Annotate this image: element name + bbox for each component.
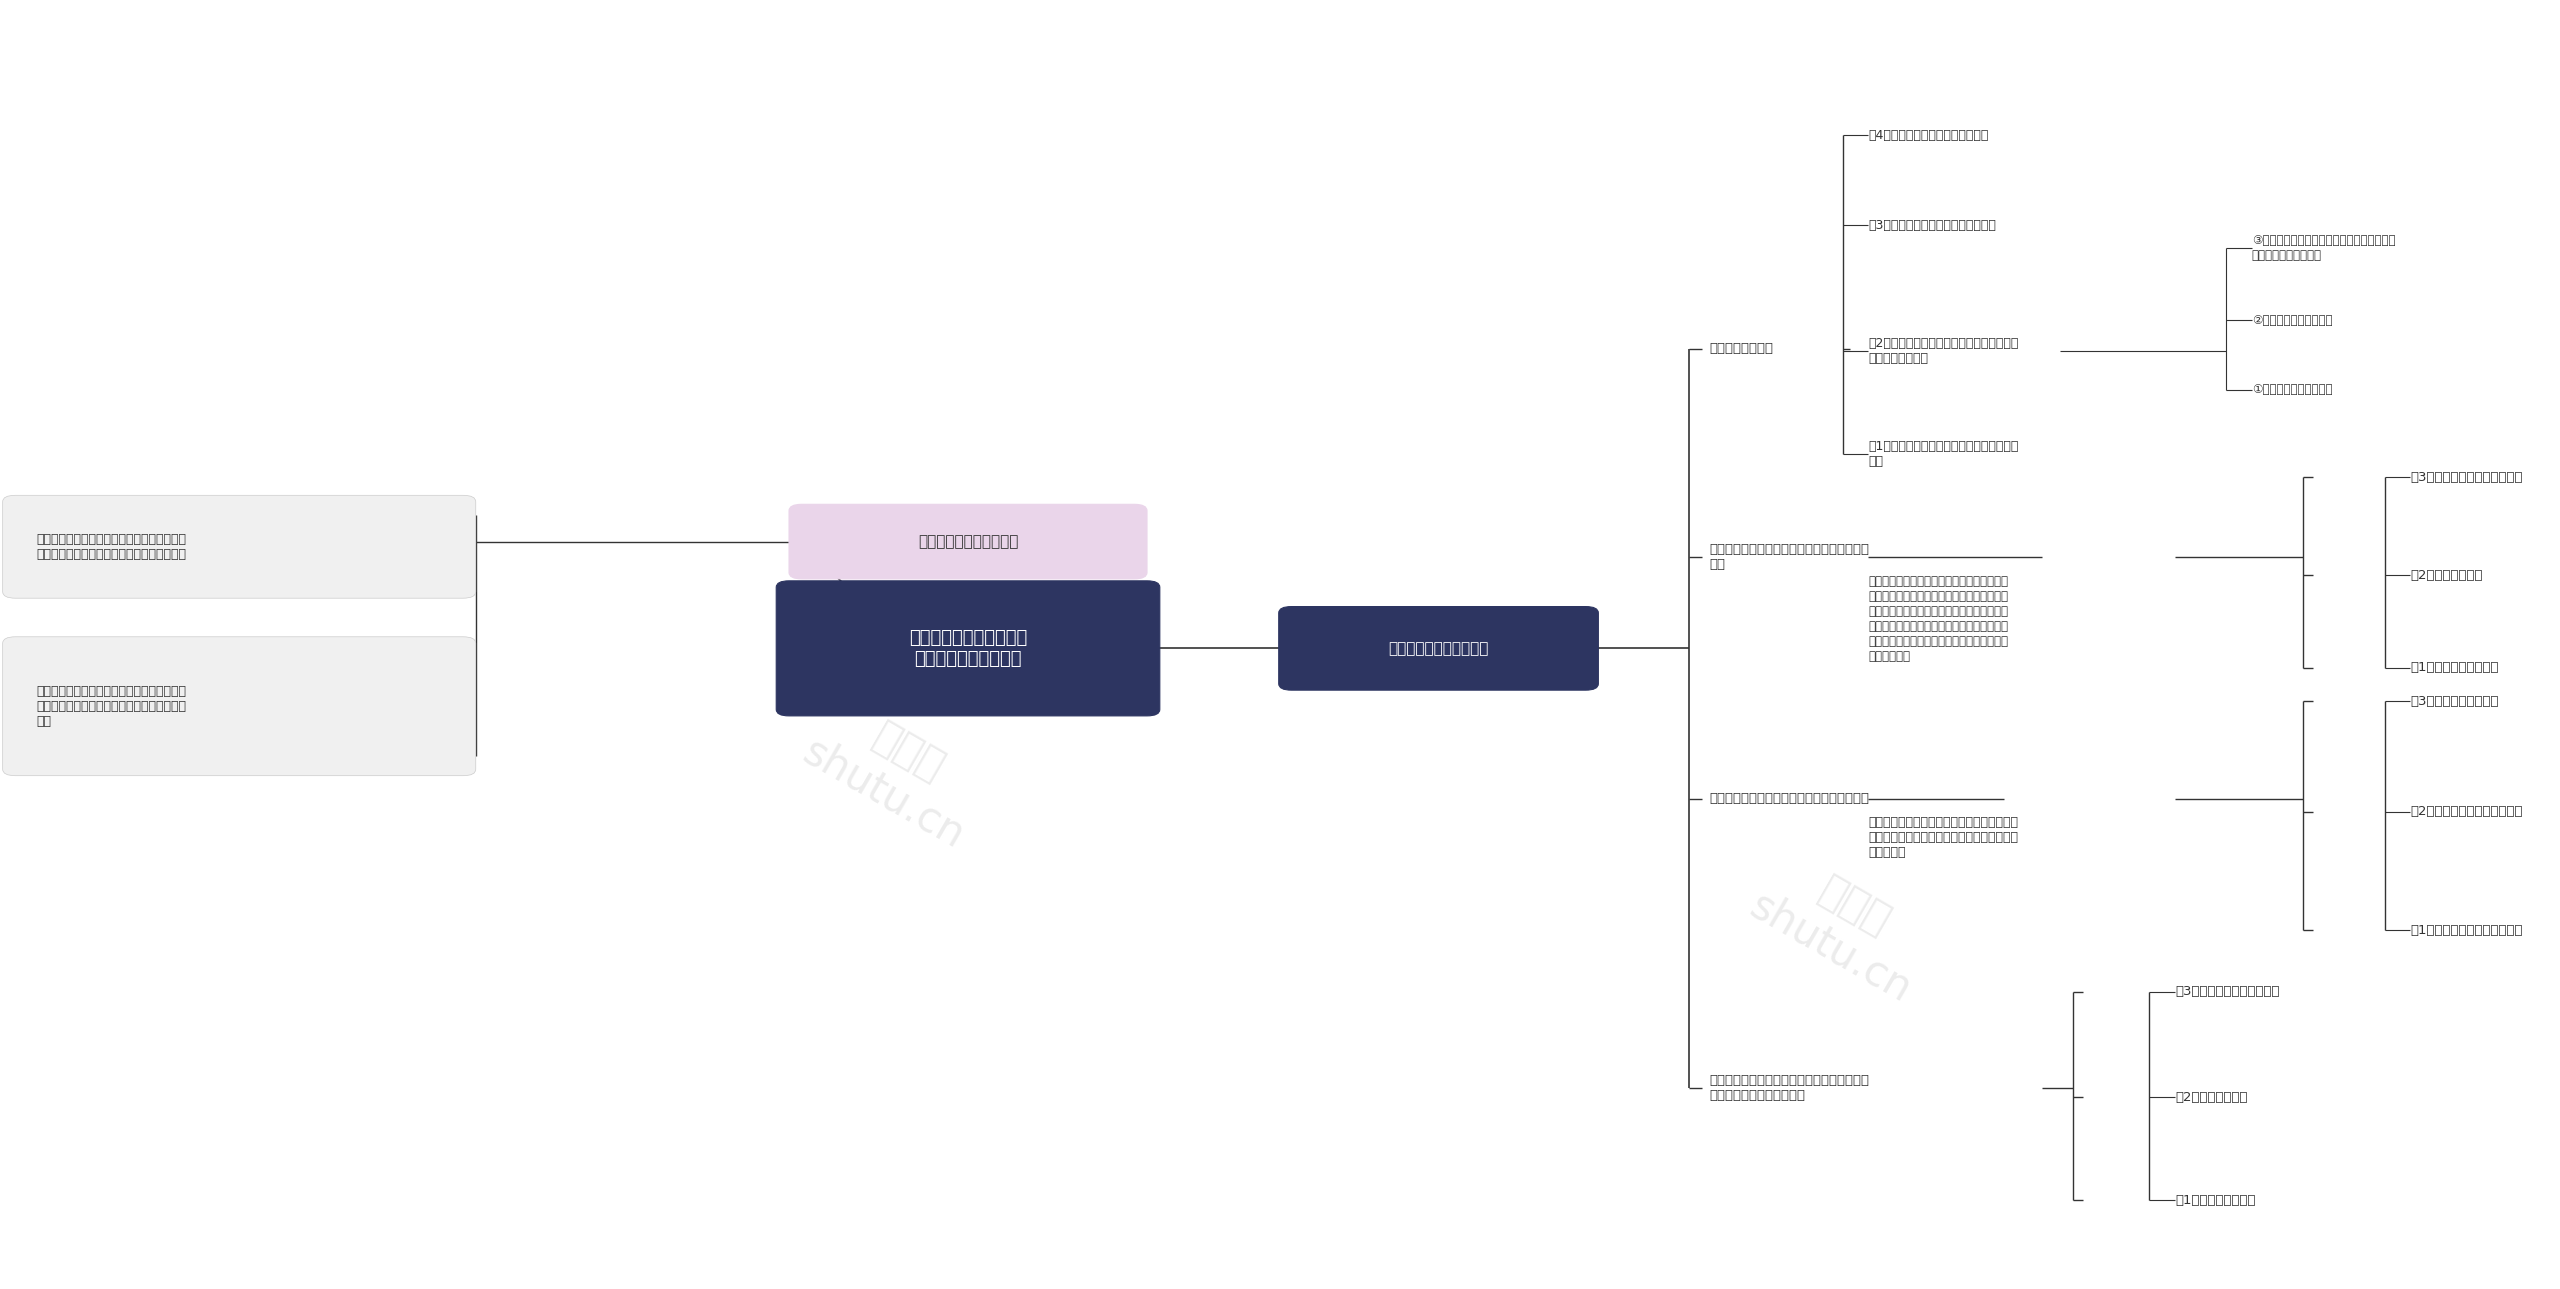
Text: 树图网通过整理发现，素质教育的途径和方法
考点应该在仔细阅读题目后，结合题目作答。: 树图网通过整理发现，素质教育的途径和方法 考点应该在仔细阅读题目后，结合题目作答…	[36, 532, 187, 561]
Text: （2）带领学生让那个考察社会: （2）带领学生让那个考察社会	[2412, 806, 2522, 819]
Text: （二）社会实践是实施素质教育的重要途径，: （二）社会实践是实施素质教育的重要途径，	[1710, 793, 1869, 806]
Text: （2）优化结构，建设全面推进素质教育的高
素质的教师队伍；: （2）优化结构，建设全面推进素质教育的高 素质的教师队伍；	[1869, 338, 2017, 365]
Text: （1）深化教育改革，为实施素质教育创造条
件；: （1）深化教育改革，为实施素质教育创造条 件；	[1869, 440, 2017, 468]
Text: 除学校的正式课程是实施素质教育的途径外，
还有各和课外校外教育活动。可以从以下几个
方面入手：: 除学校的正式课程是实施素质教育的途径外， 还有各和课外校外教育活动。可以从以下几…	[1869, 816, 2017, 858]
Text: 树图网
shutu.cn: 树图网 shutu.cn	[1743, 843, 1943, 1012]
Text: （2）举办家长学校: （2）举办家长学校	[2412, 568, 2483, 581]
Text: 一、实施素质教育的途径: 一、实施素质教育的途径	[1388, 641, 1490, 656]
FancyBboxPatch shape	[788, 504, 1147, 579]
Text: ②提高教师的师德素养；: ②提高教师的师德素养；	[2253, 315, 2332, 327]
Text: （3）建立学校与家长联系制度: （3）建立学校与家长联系制度	[2412, 470, 2522, 483]
Text: （1）化课程结构体系: （1）化课程结构体系	[2176, 1194, 2255, 1207]
Text: （1）领学生参加社会服务活动: （1）领学生参加社会服务活动	[2412, 923, 2522, 937]
Text: ①更新教师的教育观念；: ①更新教师的教育观念；	[2253, 383, 2332, 396]
Text: （3）建立社会实践基地: （3）建立社会实践基地	[2412, 695, 2499, 708]
Text: 树图网
shutu.cn: 树图网 shutu.cn	[796, 688, 996, 857]
Text: 在学校教育中，班级是有组织的开展素质教育
活动的基层单位，其中，班主任是班级的组织
者、教育者和管理者，同时，班主任也是沟通
家长，联系社会的关键人物，家校合作: 在学校教育中，班级是有组织的开展素质教育 活动的基层单位，其中，班主任是班级的组…	[1869, 575, 2007, 663]
Text: （4）调动学生的主动性和积极性。: （4）调动学生的主动性和积极性。	[1869, 129, 1989, 142]
FancyBboxPatch shape	[3, 637, 476, 776]
Text: （一）学科教学是实施素质教育的基本途径，
可以从以下几个方面入手：: （一）学科教学是实施素质教育的基本途径， 可以从以下几个方面入手：	[1710, 1074, 1869, 1102]
Text: 小学综合素质考点：实施
素质教育的途径和方法: 小学综合素质考点：实施 素质教育的途径和方法	[909, 629, 1027, 668]
FancyBboxPatch shape	[3, 495, 476, 598]
Text: 二、实施素质教育的方法: 二、实施素质教育的方法	[919, 534, 1019, 549]
Text: （三）家校合作是实施学校素质教育的有效途
径。: （三）家校合作是实施学校素质教育的有效途 径。	[1710, 543, 1869, 571]
Text: （2）改革教学方法: （2）改革教学方法	[2176, 1090, 2248, 1103]
FancyBboxPatch shape	[776, 581, 1160, 715]
Text: ③强化教师在职进修制度，进一步提高教师的
待遇，优化学校管理。: ③强化教师在职进修制度，进一步提高教师的 待遇，优化学校管理。	[2253, 235, 2396, 263]
FancyBboxPatch shape	[1280, 607, 1597, 690]
Text: 实施素质教育的具体方法主要有：讨论、讲解
、示范、多媒体运用、实验、参观、观察、练
习。: 实施素质教育的具体方法主要有：讨论、讲解 、示范、多媒体运用、实验、参观、观察、…	[36, 684, 187, 728]
Text: （3）重视发展学生个性特长: （3）重视发展学生个性特长	[2176, 985, 2278, 998]
Text: （1）建学生家长委员会: （1）建学生家长委员会	[2412, 661, 2499, 674]
Text: （3）教学内容要与生活实际相结合；: （3）教学内容要与生活实际相结合；	[1869, 219, 1997, 232]
Text: （四）其他途径：: （四）其他途径：	[1710, 342, 1774, 356]
